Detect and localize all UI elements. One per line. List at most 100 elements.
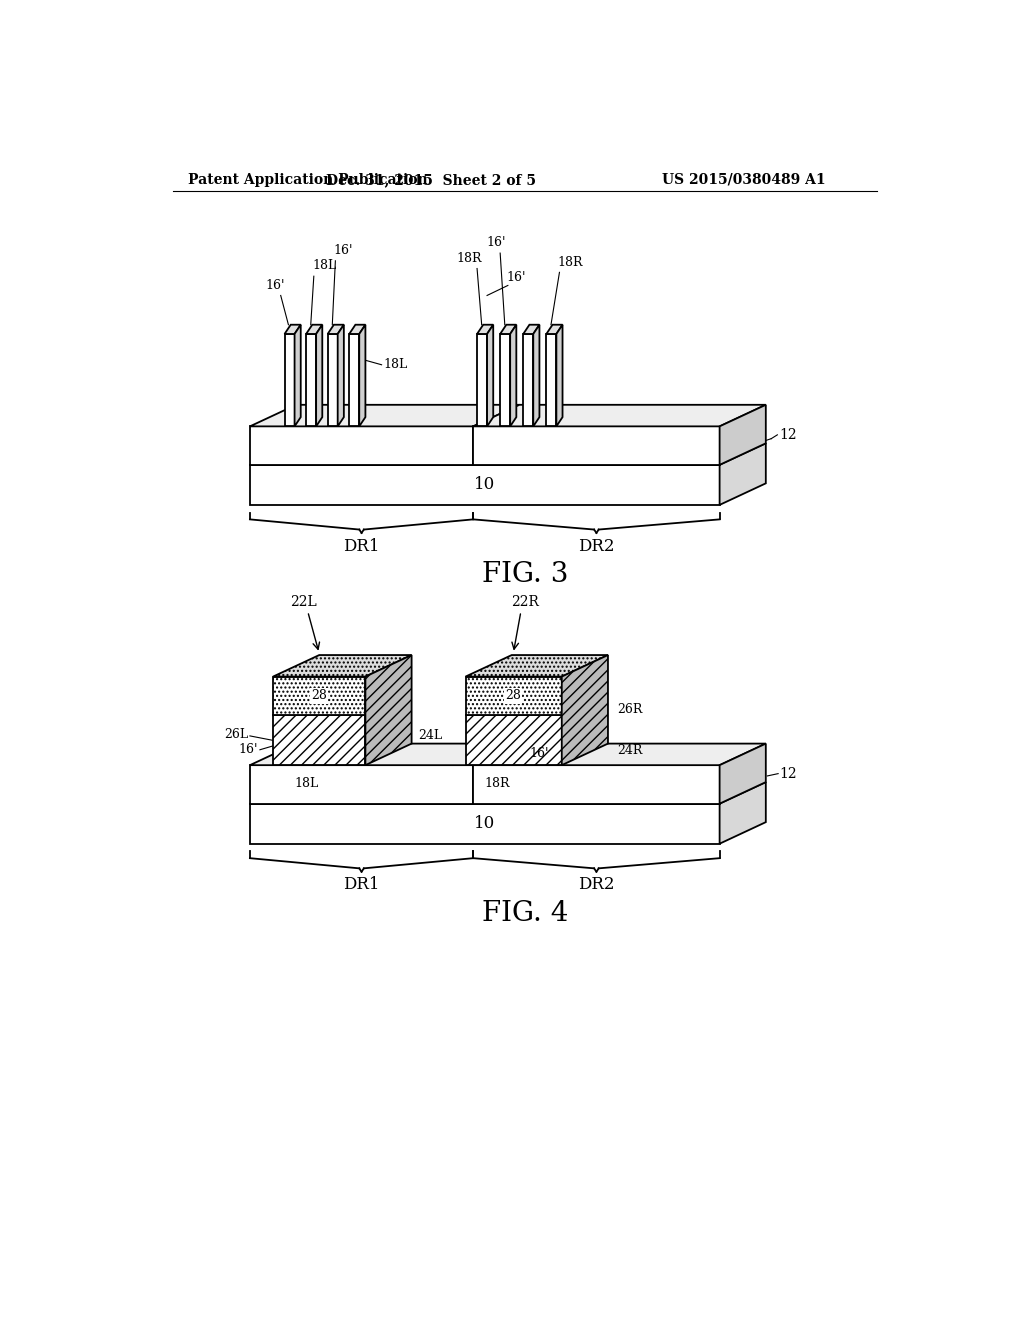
Text: 10: 10: [474, 477, 496, 494]
Polygon shape: [366, 655, 412, 766]
Polygon shape: [562, 655, 608, 766]
Polygon shape: [523, 696, 532, 766]
Text: 28: 28: [505, 689, 521, 702]
Polygon shape: [285, 325, 301, 334]
Polygon shape: [500, 696, 509, 766]
Text: DR2: DR2: [579, 537, 614, 554]
Polygon shape: [556, 325, 562, 426]
Polygon shape: [250, 444, 766, 465]
Polygon shape: [250, 465, 720, 506]
Text: DR1: DR1: [343, 876, 380, 894]
Polygon shape: [534, 325, 540, 426]
Polygon shape: [523, 325, 540, 334]
Text: US 2015/0380489 A1: US 2015/0380489 A1: [662, 173, 825, 187]
Text: DR2: DR2: [579, 876, 614, 894]
Polygon shape: [500, 334, 510, 426]
Polygon shape: [477, 686, 493, 696]
Polygon shape: [306, 696, 315, 766]
Polygon shape: [285, 686, 300, 696]
Polygon shape: [250, 766, 473, 804]
Polygon shape: [466, 715, 562, 766]
Text: 18R: 18R: [558, 256, 584, 268]
Polygon shape: [315, 686, 322, 766]
Text: 18L: 18L: [312, 259, 337, 272]
Text: 16': 16': [506, 271, 525, 284]
Text: 22L: 22L: [291, 595, 317, 609]
Polygon shape: [306, 325, 323, 334]
Text: Patent Application Publication: Patent Application Publication: [188, 173, 428, 187]
Polygon shape: [547, 325, 562, 334]
Polygon shape: [500, 686, 515, 696]
Polygon shape: [285, 696, 294, 766]
Polygon shape: [532, 686, 539, 766]
Polygon shape: [306, 686, 322, 696]
Polygon shape: [250, 426, 473, 465]
Polygon shape: [500, 325, 516, 334]
Polygon shape: [316, 325, 323, 426]
Polygon shape: [720, 743, 766, 804]
Polygon shape: [466, 677, 562, 715]
Polygon shape: [547, 686, 562, 696]
Text: 18R: 18R: [484, 776, 510, 789]
Polygon shape: [720, 444, 766, 506]
Polygon shape: [337, 686, 343, 766]
Text: 16': 16': [529, 747, 549, 760]
Text: 24L: 24L: [418, 729, 442, 742]
Text: 12: 12: [779, 767, 798, 780]
Polygon shape: [720, 405, 766, 465]
Polygon shape: [509, 686, 515, 766]
Text: 10: 10: [474, 816, 496, 832]
Polygon shape: [523, 686, 539, 696]
Polygon shape: [250, 804, 720, 843]
Polygon shape: [510, 325, 516, 426]
Text: FIG. 3: FIG. 3: [481, 561, 568, 589]
Polygon shape: [720, 781, 766, 843]
Polygon shape: [358, 686, 365, 766]
Polygon shape: [349, 325, 366, 334]
Polygon shape: [547, 696, 556, 766]
Polygon shape: [306, 334, 316, 426]
Text: 18L: 18L: [384, 358, 409, 371]
Polygon shape: [359, 325, 366, 426]
Polygon shape: [487, 325, 494, 426]
Text: 28: 28: [311, 689, 327, 702]
Polygon shape: [250, 405, 519, 426]
Polygon shape: [473, 426, 720, 465]
Text: 16': 16': [239, 743, 258, 756]
Polygon shape: [273, 655, 412, 677]
Text: 18L: 18L: [295, 776, 318, 789]
Polygon shape: [477, 696, 486, 766]
Text: FIG. 4: FIG. 4: [481, 900, 568, 927]
Polygon shape: [486, 686, 493, 766]
Text: 18R: 18R: [457, 252, 482, 264]
Polygon shape: [523, 334, 534, 426]
Polygon shape: [349, 696, 358, 766]
Polygon shape: [338, 325, 344, 426]
Polygon shape: [328, 696, 337, 766]
Polygon shape: [250, 781, 766, 804]
Polygon shape: [273, 715, 366, 766]
Text: Dec. 31, 2015  Sheet 2 of 5: Dec. 31, 2015 Sheet 2 of 5: [326, 173, 536, 187]
Text: 12: 12: [779, 428, 797, 442]
Text: 22R: 22R: [511, 595, 539, 609]
Polygon shape: [466, 655, 608, 677]
Polygon shape: [273, 677, 366, 715]
Text: 26R: 26R: [617, 704, 643, 717]
Polygon shape: [547, 334, 556, 426]
Text: 16': 16': [334, 244, 353, 257]
Polygon shape: [328, 334, 338, 426]
Polygon shape: [477, 334, 487, 426]
Polygon shape: [556, 686, 562, 766]
Polygon shape: [477, 325, 494, 334]
Polygon shape: [328, 686, 343, 696]
Text: 16': 16': [265, 279, 285, 292]
Polygon shape: [473, 405, 766, 426]
Polygon shape: [473, 766, 720, 804]
Polygon shape: [285, 334, 295, 426]
Polygon shape: [349, 334, 359, 426]
Polygon shape: [250, 743, 519, 766]
Text: 16': 16': [486, 236, 506, 249]
Text: 24R: 24R: [617, 743, 643, 756]
Polygon shape: [295, 325, 301, 426]
Text: DR1: DR1: [343, 537, 380, 554]
